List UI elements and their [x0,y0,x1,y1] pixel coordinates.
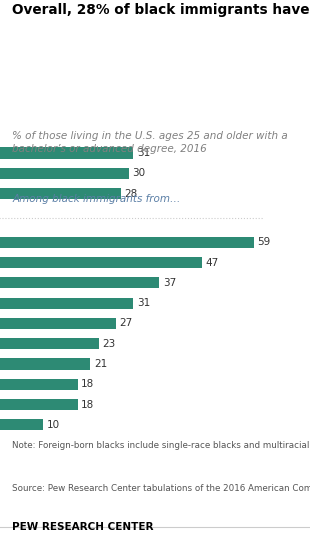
Text: 31: 31 [137,148,150,158]
Bar [0,277,159,288]
Bar [0,399,78,410]
Bar [0,379,78,390]
Text: Note: Foreign-born blacks include single-race blacks and multiracial blacks, reg: Note: Foreign-born blacks include single… [12,441,310,450]
Bar [0,147,134,158]
Text: 47: 47 [206,257,219,268]
Text: 28: 28 [124,188,137,198]
Text: Source: Pew Research Center tabulations of the 2016 American Community Survey (I: Source: Pew Research Center tabulations … [12,484,310,493]
Text: Overall, 28% of black immigrants have a college degree, but this varies widely b: Overall, 28% of black immigrants have a … [12,3,310,17]
Text: 18: 18 [81,379,94,389]
Text: 31: 31 [137,298,150,308]
Text: 59: 59 [258,237,271,247]
Bar [0,167,129,179]
Bar [0,257,202,268]
Bar [0,358,91,370]
Bar [0,318,116,329]
Text: 30: 30 [133,168,146,178]
Bar [0,419,43,431]
Text: 23: 23 [103,339,116,349]
Text: PEW RESEARCH CENTER: PEW RESEARCH CENTER [12,522,154,532]
Text: 37: 37 [163,278,176,288]
Text: 21: 21 [94,359,107,369]
Bar [0,297,134,309]
Text: 27: 27 [120,318,133,328]
Text: % of those living in the U.S. ages 25 and older with a
bachelor’s or advanced de: % of those living in the U.S. ages 25 an… [12,131,288,154]
Text: Among black immigrants from…: Among black immigrants from… [12,195,181,204]
Text: 10: 10 [46,420,60,430]
Bar [0,338,99,349]
Bar [0,188,121,199]
Bar [0,236,254,248]
Text: 18: 18 [81,400,94,410]
